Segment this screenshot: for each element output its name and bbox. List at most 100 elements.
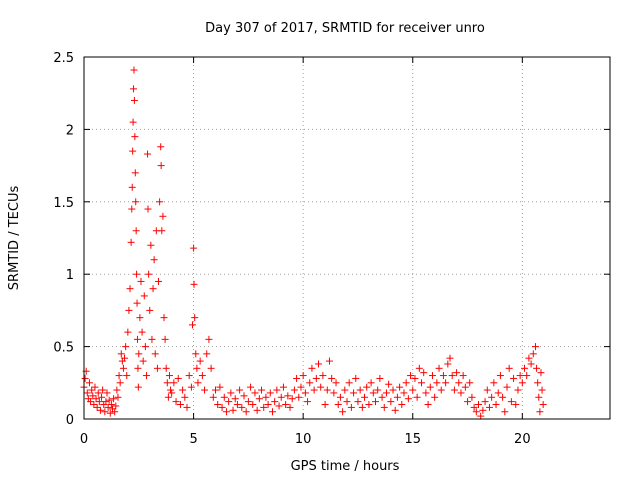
data-point	[185, 372, 193, 380]
data-point	[233, 401, 241, 409]
y-tick-label: 0	[66, 413, 74, 428]
data-point	[479, 406, 487, 414]
data-point	[496, 372, 504, 380]
data-point	[288, 395, 296, 403]
data-point	[137, 277, 145, 285]
data-point	[477, 412, 485, 420]
data-point	[402, 379, 410, 387]
data-point	[347, 403, 355, 411]
data-point	[218, 403, 226, 411]
data-point	[481, 398, 489, 406]
data-point	[260, 403, 268, 411]
data-point	[297, 383, 305, 391]
data-point	[264, 401, 272, 409]
data-point	[426, 383, 434, 391]
data-point	[374, 386, 382, 394]
data-point	[222, 408, 230, 416]
data-point	[356, 386, 364, 394]
data-point	[130, 85, 138, 93]
data-point	[244, 398, 252, 406]
data-point	[475, 401, 482, 409]
data-point	[225, 398, 233, 406]
data-point	[128, 183, 136, 191]
data-point	[183, 403, 191, 411]
data-point	[453, 369, 461, 377]
data-point	[389, 386, 397, 394]
x-axis: 0 5 10 15 20	[80, 57, 531, 447]
data-point	[494, 389, 502, 397]
x-tick-label: 5	[189, 432, 197, 447]
data-point	[150, 256, 158, 264]
data-point	[114, 393, 122, 401]
data-point	[203, 350, 211, 358]
data-point	[205, 335, 213, 343]
data-point	[525, 354, 533, 362]
y-tick-label: 1.5	[53, 196, 74, 211]
data-point	[492, 401, 500, 409]
data-point	[231, 395, 239, 403]
data-point	[422, 389, 430, 397]
data-point	[433, 379, 441, 387]
data-point	[499, 393, 507, 401]
data-point	[216, 383, 224, 391]
data-point	[139, 357, 147, 365]
data-point	[98, 393, 106, 401]
data-point	[113, 386, 121, 394]
data-point	[124, 328, 132, 336]
data-point	[131, 169, 139, 177]
data-point	[369, 389, 377, 397]
data-point	[537, 369, 545, 377]
data-point	[209, 393, 217, 401]
data-point	[420, 369, 428, 377]
data-point	[273, 386, 281, 394]
data-point	[187, 383, 195, 391]
data-point	[428, 372, 436, 380]
data-point	[174, 374, 182, 382]
data-point	[92, 395, 100, 403]
data-point	[125, 306, 133, 314]
data-point	[262, 393, 270, 401]
data-point	[142, 372, 150, 380]
data-point	[112, 402, 120, 410]
data-point	[181, 393, 189, 401]
y-axis: 0 0.5 1 1.5 2 2.5	[53, 51, 610, 428]
data-point	[343, 398, 351, 406]
data-point	[325, 357, 333, 365]
data-points	[80, 66, 547, 420]
data-point	[115, 372, 123, 380]
data-point	[266, 389, 274, 397]
data-point	[516, 372, 524, 380]
data-point	[156, 198, 164, 206]
data-point	[249, 401, 257, 409]
data-point	[167, 386, 175, 394]
data-point	[155, 277, 163, 285]
data-point	[466, 379, 474, 387]
data-point	[279, 383, 287, 391]
data-point	[132, 227, 140, 235]
data-point	[123, 372, 131, 380]
data-point	[107, 401, 115, 409]
data-point	[411, 374, 419, 382]
data-point	[102, 398, 110, 406]
data-point	[361, 393, 369, 401]
data-point	[121, 354, 129, 362]
data-point	[153, 364, 161, 372]
data-point	[220, 393, 228, 401]
data-point	[306, 379, 314, 387]
y-tick-label: 1	[66, 268, 74, 283]
data-point	[141, 343, 149, 351]
data-point	[144, 205, 152, 213]
data-point	[253, 406, 261, 414]
data-point	[468, 393, 476, 401]
data-point	[345, 379, 353, 387]
data-point	[104, 403, 112, 411]
data-point	[127, 238, 135, 246]
data-point	[93, 403, 101, 411]
data-point	[130, 96, 138, 104]
data-point	[162, 364, 170, 372]
data-point	[99, 386, 107, 394]
data-point	[129, 118, 137, 126]
data-point	[485, 403, 493, 411]
data-point	[176, 401, 184, 409]
data-point	[134, 364, 142, 372]
